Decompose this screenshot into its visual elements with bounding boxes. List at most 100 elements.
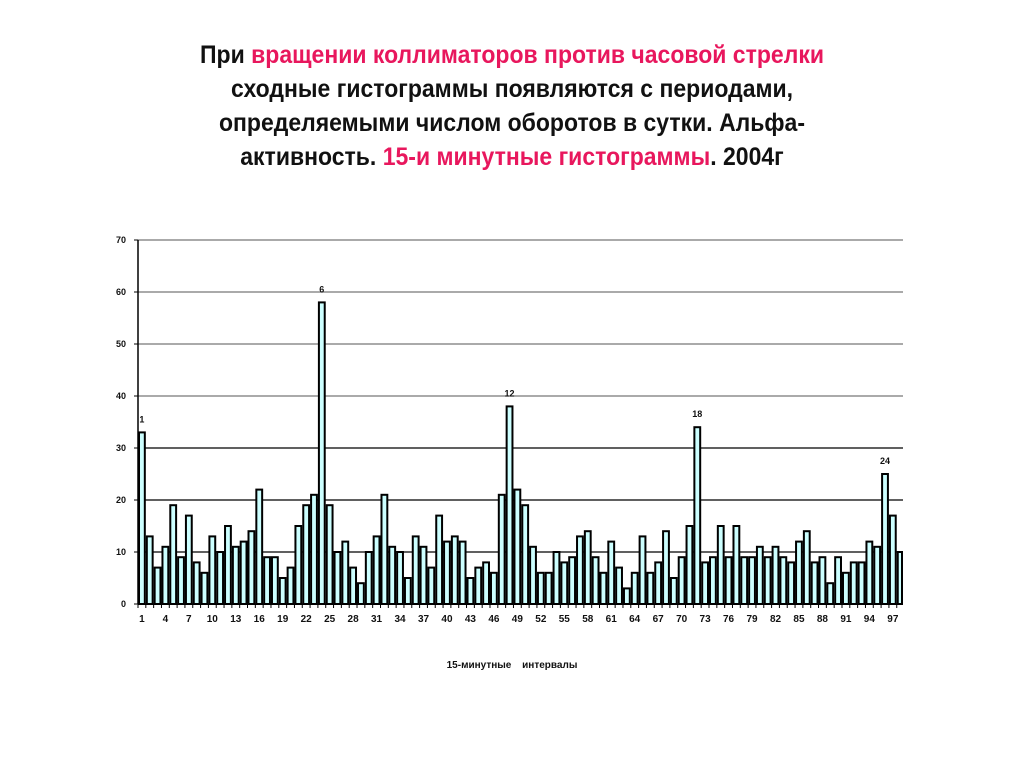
histogram-bar <box>497 493 506 605</box>
x-tick-label: 34 <box>394 614 406 625</box>
histogram-bar <box>763 556 772 606</box>
x-tick-label: 94 <box>864 614 876 625</box>
histogram-bar <box>771 545 780 605</box>
histogram-bar <box>380 493 389 605</box>
x-tick-label: 7 <box>186 614 192 625</box>
y-tick-label: 60 <box>116 287 126 297</box>
histogram-bar <box>294 525 303 605</box>
histogram-bar <box>701 561 710 606</box>
histogram-bar <box>184 514 193 605</box>
histogram-bar <box>474 566 483 605</box>
histogram-bar <box>216 551 225 605</box>
histogram-bar <box>349 566 358 605</box>
x-tick-label: 19 <box>277 614 289 625</box>
histogram-bar <box>748 556 756 606</box>
histogram-bar <box>638 535 647 606</box>
histogram-bar <box>802 530 811 606</box>
x-tick-label: 64 <box>629 614 641 625</box>
histogram-bar <box>255 488 264 606</box>
title-text: . 2004г <box>710 143 784 171</box>
y-tick-label: 40 <box>116 391 126 401</box>
histogram-bar <box>310 493 318 605</box>
x-tick-label: 1 <box>139 614 145 625</box>
histogram-bar <box>818 556 827 606</box>
x-tick-label: 31 <box>371 614 383 625</box>
histogram-bar <box>427 566 436 605</box>
histogram-bar <box>247 530 256 606</box>
histogram-bar <box>482 561 490 606</box>
x-tick-label: 79 <box>746 614 758 625</box>
x-tick-label: 28 <box>348 614 360 625</box>
peak-annotation: 1 <box>139 414 144 424</box>
histogram-bar <box>466 577 475 605</box>
x-tick-label: 97 <box>887 614 899 625</box>
histogram-bar <box>138 431 146 605</box>
histogram-bar <box>263 556 271 606</box>
histogram-bar <box>615 566 623 605</box>
histogram-bar <box>372 535 381 606</box>
histogram-bar <box>419 545 428 605</box>
histogram-bar <box>317 301 326 605</box>
x-tick-label: 67 <box>653 614 665 625</box>
histogram-bar <box>177 556 185 606</box>
histogram-bar <box>208 535 217 606</box>
histogram-bar <box>732 525 741 605</box>
histogram-bar <box>630 571 639 605</box>
x-tick-label: 49 <box>512 614 524 625</box>
histogram-bar <box>341 540 350 605</box>
x-tick-label: 82 <box>770 614 782 625</box>
histogram-bar <box>709 556 717 606</box>
histogram-bar <box>865 540 874 605</box>
x-tick-label: 85 <box>793 614 805 625</box>
slide-title: При вращении коллиматоров против часовой… <box>133 38 891 174</box>
histogram-bar <box>325 504 334 606</box>
histogram-bar <box>795 540 803 605</box>
y-tick-label: 20 <box>116 495 126 505</box>
histogram-bar <box>834 556 842 606</box>
y-tick-label: 70 <box>116 235 126 245</box>
y-tick-label: 10 <box>116 547 126 557</box>
histogram-bar <box>779 556 788 606</box>
x-tick-label: 16 <box>254 614 266 625</box>
x-tick-label: 43 <box>465 614 477 625</box>
histogram-bar <box>888 514 897 605</box>
histogram-bar <box>787 561 796 606</box>
histogram-bar <box>286 566 295 605</box>
histogram-bar <box>576 535 584 606</box>
title-line-1: При вращении коллиматоров против часовой… <box>133 38 891 72</box>
y-tick-label: 50 <box>116 339 126 349</box>
histogram-bar <box>857 561 866 606</box>
histogram-bar <box>529 545 537 605</box>
x-tick-label: 88 <box>817 614 829 625</box>
histogram-bar <box>654 561 663 606</box>
histogram-bar <box>521 504 530 606</box>
histogram-bar <box>560 561 569 606</box>
histogram-bar <box>388 545 397 605</box>
histogram-bar <box>450 535 459 606</box>
histogram-bar <box>231 545 240 605</box>
x-tick-label: 55 <box>559 614 571 625</box>
histogram-bar <box>192 561 201 606</box>
y-tick-label: 30 <box>116 443 126 453</box>
x-tick-label: 22 <box>301 614 313 625</box>
x-tick-label: 76 <box>723 614 735 625</box>
histogram-bar <box>489 571 498 605</box>
histogram-bar <box>849 561 858 606</box>
x-tick-label: 58 <box>582 614 594 625</box>
title-line-2: сходные гистограммы появляются с периода… <box>133 72 891 106</box>
title-text: определяемыми числом оборотов в сутки. А… <box>218 109 806 137</box>
histogram-bar <box>224 525 232 605</box>
histogram-bar <box>435 514 444 605</box>
histogram-bar <box>591 556 600 606</box>
histogram-bar <box>403 577 412 605</box>
histogram-bar <box>443 540 451 605</box>
x-tick-label: 46 <box>488 614 500 625</box>
peak-annotation: 6 <box>319 284 324 294</box>
histogram-bar <box>669 577 678 605</box>
title-text: При <box>200 41 252 69</box>
title-text: сходные гистограммы появляются с периода… <box>230 75 794 103</box>
histogram-bar <box>826 582 835 606</box>
histogram-bar <box>724 556 733 606</box>
x-tick-label: 4 <box>163 614 169 625</box>
